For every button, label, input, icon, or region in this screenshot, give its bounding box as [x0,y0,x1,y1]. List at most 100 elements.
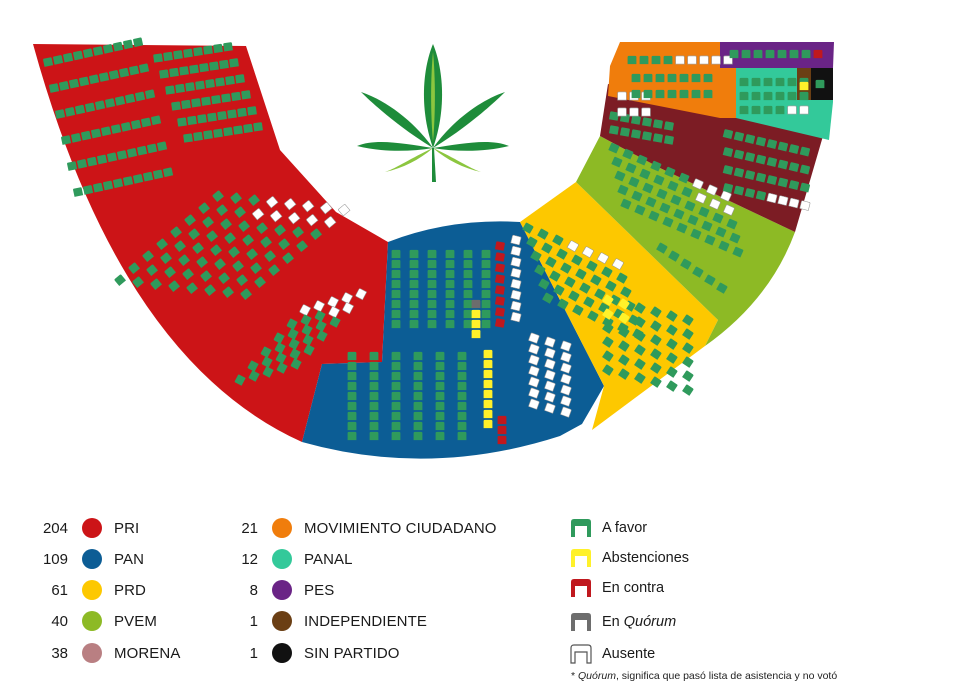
vote-label-favor: A favor [602,520,648,536]
pvem-block [576,136,795,346]
seat-icon [799,105,809,115]
seat-icon [413,391,423,401]
seat-icon [687,55,697,65]
seat-icon [510,311,522,323]
seat-icon [481,289,491,299]
seat-icon [217,110,227,121]
seat-icon [347,371,357,381]
party-name: PRD [114,581,146,599]
seat-icon [153,53,163,63]
seat-icon [494,263,506,273]
seat-icon [427,259,437,269]
seat-icon [189,64,199,74]
seat-icon [471,319,481,329]
seat-icon [639,55,649,65]
seat-icon [413,401,423,411]
seat-icon [463,249,473,259]
seat-icon [627,55,637,65]
seat-icon [617,107,627,117]
seat-icon [497,435,507,445]
party-legend-row-pri: 204 PRI [36,516,139,540]
vote-label-contra: En contra [602,580,665,596]
seat-icon [775,105,785,115]
seat-icon [775,91,785,101]
seat-icon [427,249,437,259]
seat-icon [253,122,263,132]
seat-icon [193,131,203,142]
seat-icon [463,269,473,279]
seat-icon [483,389,493,399]
seat-icon [213,43,223,54]
seat-icon [457,431,467,441]
seat-icon [427,279,437,289]
seat-icon [765,49,775,59]
seat-icon [391,371,401,381]
seat-icon [413,421,423,431]
party-name: SIN PARTIDO [304,644,400,662]
seat-icon [413,381,423,391]
seat-icon [369,361,379,371]
seat-icon [494,307,506,317]
seat-icon [481,249,491,259]
seat-icon [655,73,665,83]
seat-icon [223,42,233,52]
seat-icon [751,91,761,101]
seat-icon [209,61,219,71]
seat-icon [483,349,493,359]
seat-icon [203,45,213,55]
seat-icon [435,391,445,401]
seat-icon [445,279,455,289]
seat-icon [347,361,357,371]
seat-icon [679,89,689,99]
seat-icon [763,77,773,87]
seat-icon [641,131,653,141]
seat-icon [630,129,642,139]
seat-icon [409,319,419,329]
seat-icon [483,359,493,369]
seat-icon [175,83,185,94]
seat-icon [231,91,241,102]
seat-abstencion-icon [571,549,591,567]
seat-icon [391,421,401,431]
seat-icon [777,49,787,59]
seat-icon [409,249,419,259]
seat-icon [483,419,493,429]
seat-icon [427,319,437,329]
party-seat-count: 38 [51,644,68,662]
seat-icon [799,91,809,101]
seat-icon [679,73,689,83]
seat-icon [699,55,709,65]
seat-icon [235,74,245,84]
seat-icon [391,401,401,411]
seat-icon [427,309,437,319]
seat-icon [241,90,251,100]
seat-icon [369,381,379,391]
seat-icon [219,59,229,70]
seat-icon [651,55,661,65]
seat-icon [445,249,455,259]
seat-icon [682,370,694,382]
seat-icon [799,199,811,212]
seat-icon [643,89,653,99]
footnote-text: , significa que pasó lista de asistencia… [615,670,838,682]
seat-icon [215,77,225,87]
seat-icon [787,91,797,101]
seat-icon [247,106,257,116]
seat-icon [369,351,379,361]
party-name: PVEM [114,612,157,630]
seat-icon [652,133,664,143]
seat-icon [391,391,401,401]
seat-icon [663,121,675,131]
party-legend-row-pes: 8 PES [226,578,334,602]
seat-icon [391,269,401,279]
party-seat-count: 61 [51,581,68,599]
seat-icon [457,401,467,411]
seat-icon [481,309,491,319]
seat-icon [187,115,197,126]
seat-icon [369,401,379,411]
party-name: MOVIMIENTO CIUDADANO [304,519,497,537]
seat-icon [463,319,473,329]
footnote-quorum-word: Quórum [578,670,616,682]
seat-icon [201,96,211,106]
seat-icon [481,299,491,309]
